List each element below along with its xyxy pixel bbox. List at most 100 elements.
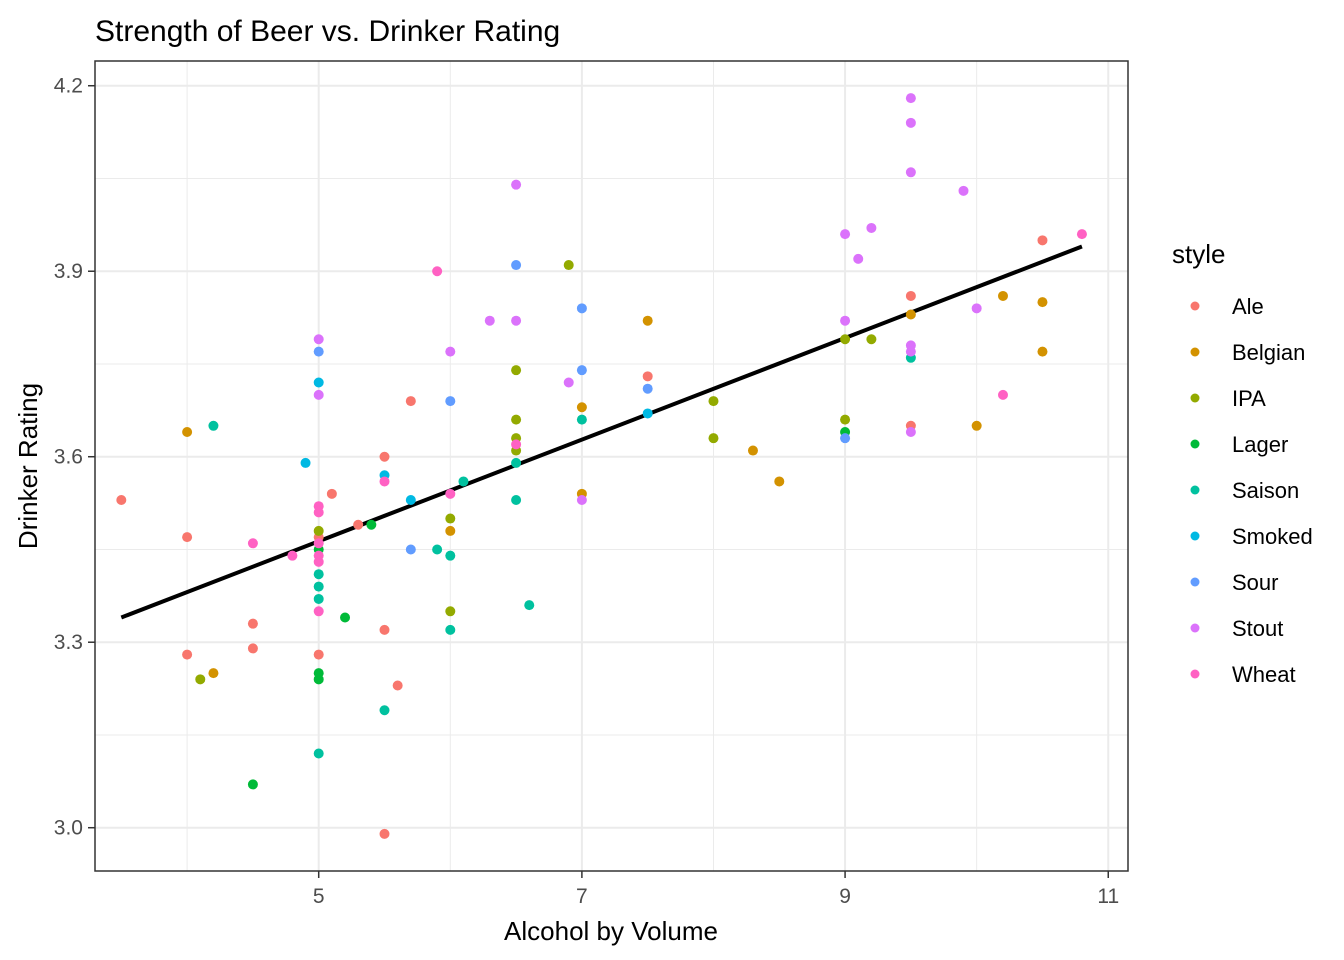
legend-key-wheat	[1190, 669, 1200, 679]
trend-line-layer	[120, 244, 1083, 620]
legend-title: style	[1172, 239, 1225, 269]
data-point-ale	[313, 649, 324, 660]
data-point-stout	[958, 185, 969, 196]
legend-label-sour: Sour	[1232, 570, 1278, 595]
legend-label-stout: Stout	[1232, 616, 1283, 641]
data-point-stout	[563, 377, 574, 388]
data-point-ale	[247, 643, 258, 654]
data-point-stout	[905, 167, 916, 178]
legend: style Ale Belgian IPA Lager Saison Smoked Sour…	[1172, 239, 1313, 687]
data-point-sour	[576, 303, 587, 314]
data-point-stout	[840, 229, 851, 240]
legend-label-smoked: Smoked	[1232, 524, 1313, 549]
x-axis: 5 7 9 11	[313, 871, 1119, 908]
data-point-stout	[905, 426, 916, 437]
data-point-saison	[576, 414, 587, 425]
data-point-sour	[840, 433, 851, 444]
data-point-ale	[1037, 235, 1048, 246]
data-point-lager	[340, 612, 351, 623]
data-point-ale	[182, 649, 193, 660]
data-point-belgian	[997, 290, 1008, 301]
data-point-ale	[379, 624, 390, 635]
y-tick-label: 3.6	[54, 446, 83, 469]
y-tick-label: 3.0	[54, 817, 83, 840]
data-point-ipa	[866, 334, 877, 345]
data-point-stout	[313, 389, 324, 400]
data-point-sour	[313, 346, 324, 357]
legend-key-saison	[1190, 485, 1200, 495]
data-point-ale	[247, 618, 258, 629]
data-point-ale	[379, 451, 390, 462]
major-gridlines	[95, 61, 1128, 871]
data-point-stout	[905, 117, 916, 128]
data-point-saison	[313, 581, 324, 592]
y-axis-title: Drinker Rating	[13, 383, 43, 549]
data-point-wheat	[511, 439, 522, 450]
data-point-belgian	[576, 402, 587, 413]
legend-key-lager	[1190, 439, 1200, 449]
data-point-wheat	[287, 550, 298, 561]
data-point-wheat	[445, 488, 456, 499]
data-point-wheat	[313, 538, 324, 549]
data-point-saison	[511, 457, 522, 468]
data-point-wheat	[313, 507, 324, 518]
data-point-ipa	[708, 433, 719, 444]
data-point-belgian	[1037, 346, 1048, 357]
regression-line	[120, 244, 1083, 620]
data-point-ipa	[511, 414, 522, 425]
data-point-ipa	[195, 674, 206, 685]
data-point-smoked	[642, 408, 653, 419]
legend-key-ale	[1190, 301, 1200, 311]
data-point-stout	[576, 495, 587, 506]
data-point-stout	[511, 315, 522, 326]
data-point-stout	[905, 346, 916, 357]
data-point-saison	[445, 624, 456, 635]
x-tick-label: 11	[1097, 885, 1119, 908]
data-point-wheat	[313, 556, 324, 567]
data-point-ipa	[511, 365, 522, 376]
data-point-ale	[326, 488, 337, 499]
data-point-belgian	[971, 420, 982, 431]
x-tick-label: 9	[839, 885, 851, 908]
data-point-lager	[247, 779, 258, 790]
data-point-wheat	[379, 476, 390, 487]
data-point-wheat	[997, 389, 1008, 400]
legend-label-saison: Saison	[1232, 478, 1299, 503]
data-point-belgian	[774, 476, 785, 487]
data-point-ale	[905, 290, 916, 301]
data-point-saison	[208, 420, 219, 431]
data-point-ale	[116, 495, 127, 506]
data-point-ale	[379, 828, 390, 839]
data-point-smoked	[300, 457, 311, 468]
data-point-saison	[313, 748, 324, 759]
x-tick-label: 5	[313, 885, 325, 908]
data-point-stout	[511, 179, 522, 190]
data-point-lager	[313, 674, 324, 685]
data-point-ale	[353, 519, 364, 530]
data-point-saison	[379, 705, 390, 716]
data-point-stout	[866, 222, 877, 233]
data-point-belgian	[445, 525, 456, 536]
data-point-saison	[458, 476, 469, 487]
data-point-belgian	[182, 426, 193, 437]
minor-gridlines	[95, 61, 1128, 871]
legend-label-wheat: Wheat	[1232, 662, 1296, 687]
legend-key-stout	[1190, 623, 1200, 633]
data-point-sour	[445, 396, 456, 407]
data-point-ipa	[840, 414, 851, 425]
data-point-smoked	[405, 495, 416, 506]
legend-key-smoked	[1190, 531, 1200, 541]
y-tick-label: 3.3	[54, 631, 83, 654]
data-point-lager	[366, 519, 377, 530]
data-point-wheat	[313, 606, 324, 617]
y-axis: 3.0 3.3 3.6 3.9 4.2	[54, 75, 95, 840]
data-point-belgian	[1037, 297, 1048, 308]
data-point-sour	[405, 544, 416, 555]
data-point-stout	[971, 303, 982, 314]
data-point-stout	[905, 93, 916, 104]
legend-label-ale: Ale	[1232, 294, 1264, 319]
data-point-saison	[524, 600, 535, 611]
x-axis-title: Alcohol by Volume	[504, 916, 718, 946]
legend-label-belgian: Belgian	[1232, 340, 1305, 365]
